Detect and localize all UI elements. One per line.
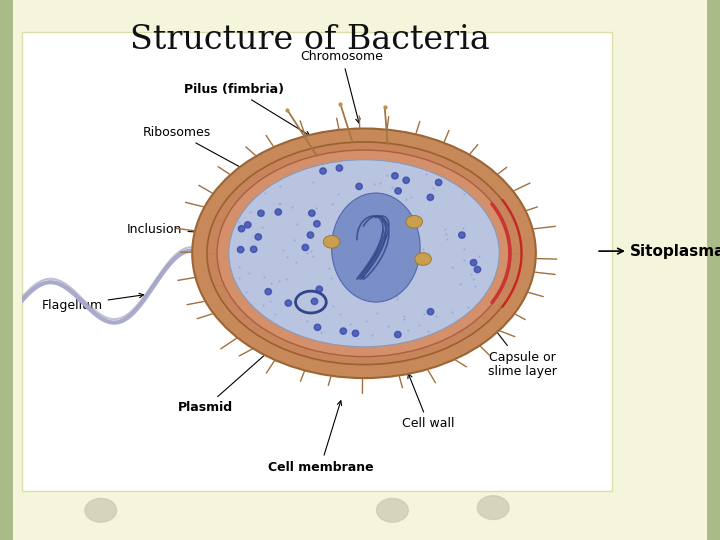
Circle shape xyxy=(436,179,442,186)
Text: Sitoplasma: Sitoplasma xyxy=(630,244,720,259)
Text: Plasmid: Plasmid xyxy=(178,340,282,414)
Text: Inclusion: Inclusion xyxy=(127,223,240,237)
Ellipse shape xyxy=(415,253,431,265)
Bar xyxy=(0,0,13,540)
Text: Pilus (fimbria): Pilus (fimbria) xyxy=(184,83,310,136)
Circle shape xyxy=(395,188,401,194)
Circle shape xyxy=(427,308,433,315)
Text: Chromosome: Chromosome xyxy=(300,50,384,123)
Text: Capsule or
slime layer: Capsule or slime layer xyxy=(485,316,557,379)
Circle shape xyxy=(352,330,359,336)
Circle shape xyxy=(255,234,261,240)
Circle shape xyxy=(474,266,481,273)
Circle shape xyxy=(395,332,401,338)
Ellipse shape xyxy=(217,150,511,356)
Circle shape xyxy=(392,173,398,179)
Circle shape xyxy=(245,222,251,228)
Circle shape xyxy=(311,298,318,305)
Bar xyxy=(707,0,720,540)
Text: Flagellum: Flagellum xyxy=(42,293,143,312)
Circle shape xyxy=(470,260,477,266)
Circle shape xyxy=(427,194,433,200)
Circle shape xyxy=(477,496,509,519)
Circle shape xyxy=(238,246,244,253)
Circle shape xyxy=(316,286,323,292)
Text: Cell membrane: Cell membrane xyxy=(268,401,373,474)
Circle shape xyxy=(302,244,309,251)
Circle shape xyxy=(340,328,346,334)
FancyBboxPatch shape xyxy=(22,32,612,491)
Circle shape xyxy=(285,300,292,306)
Circle shape xyxy=(377,498,408,522)
Circle shape xyxy=(307,232,314,238)
Circle shape xyxy=(356,183,362,190)
Circle shape xyxy=(309,210,315,217)
Circle shape xyxy=(258,210,264,217)
Circle shape xyxy=(459,232,465,238)
Ellipse shape xyxy=(332,193,420,302)
Ellipse shape xyxy=(192,129,536,378)
Circle shape xyxy=(251,246,257,252)
Ellipse shape xyxy=(323,235,340,248)
Circle shape xyxy=(85,498,117,522)
Circle shape xyxy=(238,226,245,232)
Ellipse shape xyxy=(207,142,521,364)
Circle shape xyxy=(314,221,320,227)
Circle shape xyxy=(320,168,326,174)
Text: Cell wall: Cell wall xyxy=(402,374,454,430)
Circle shape xyxy=(314,324,320,330)
Circle shape xyxy=(403,177,410,184)
Ellipse shape xyxy=(406,215,423,228)
Ellipse shape xyxy=(229,160,499,347)
Text: Structure of Bacteria: Structure of Bacteria xyxy=(130,24,490,56)
Circle shape xyxy=(275,209,282,215)
Text: Ribosomes: Ribosomes xyxy=(143,126,252,173)
Circle shape xyxy=(336,165,343,171)
Circle shape xyxy=(265,288,271,295)
